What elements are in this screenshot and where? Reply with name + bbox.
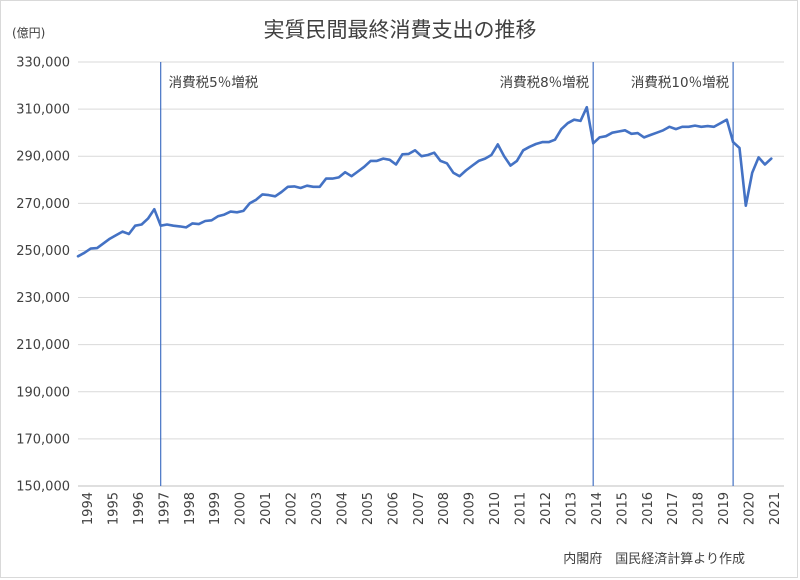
x-tick-label: 2006 (386, 492, 401, 525)
x-tick-label: 2000 (234, 492, 249, 525)
y-tick-label: 270,000 (16, 197, 70, 212)
x-tick-label: 2008 (437, 492, 452, 525)
x-tick-label: 1997 (157, 492, 172, 525)
chart-title: 実質民間最終消費支出の推移 (263, 18, 537, 42)
x-tick-label: 2021 (768, 492, 783, 525)
x-tick-label: 1994 (81, 492, 96, 525)
x-tick-label: 2016 (641, 492, 656, 525)
x-tick-label: 2018 (692, 492, 707, 525)
x-tick-label: 2009 (463, 492, 478, 525)
x-tick-labels: 1994 1995 1996 1997 1998 1999 2000 2001 2002 2003… (81, 492, 783, 525)
x-tick-label: 2012 (539, 492, 554, 525)
y-tick-label: 190,000 (16, 385, 70, 400)
annotation-label: 消費税8％増税 (500, 75, 590, 91)
y-unit-label: (億円) (12, 26, 46, 40)
y-tick-label: 230,000 (16, 291, 70, 306)
x-tick-label: 2003 (310, 492, 325, 525)
x-tick-label: 2013 (564, 492, 579, 525)
y-tick-label: 310,000 (16, 103, 70, 118)
x-tick-label: 1995 (106, 492, 121, 525)
y-tick-label: 150,000 (16, 480, 70, 495)
x-tick-label: 2015 (615, 492, 630, 525)
x-tick-label: 1998 (183, 492, 198, 525)
x-tick-label: 2014 (590, 492, 605, 525)
y-tick-label: 290,000 (16, 150, 70, 165)
x-tick-label: 2020 (743, 492, 758, 525)
annotation-label: 消費税10％増税 (631, 75, 730, 91)
gridlines (78, 61, 784, 487)
x-tick-label: 2007 (412, 492, 427, 525)
y-tick-label: 250,000 (16, 244, 70, 259)
x-tick-label: 2002 (285, 492, 300, 525)
x-tick-label: 2001 (259, 492, 274, 525)
x-tick-label: 2011 (514, 492, 529, 525)
x-tick-label: 1996 (132, 492, 147, 525)
x-tick-label: 2010 (488, 492, 503, 525)
series-line (76, 105, 773, 258)
series-lines (76, 105, 773, 258)
y-tick-label: 170,000 (16, 432, 70, 447)
y-tick-labels: 150,000 170,000 190,000 210,000 230,000 250,0… (16, 56, 70, 495)
tax-annotations: 消費税5％増税 消費税8％増税 消費税10％増税 (160, 62, 734, 486)
y-tick-label: 330,000 (16, 56, 70, 71)
x-tick-label: 2004 (335, 492, 350, 525)
x-tick-label: 1999 (208, 492, 223, 525)
source-note: 内閣府 国民経済計算より作成 (563, 552, 745, 567)
annotation-label: 消費税5％増税 (169, 75, 259, 91)
y-tick-label: 210,000 (16, 338, 70, 353)
x-tick-label: 2019 (717, 492, 732, 525)
x-tick-label: 2005 (361, 492, 376, 525)
x-tick-label: 2017 (666, 492, 681, 525)
